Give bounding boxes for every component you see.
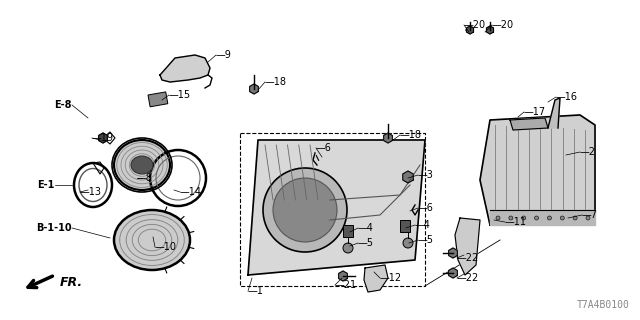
Polygon shape (455, 218, 480, 275)
Ellipse shape (131, 156, 153, 174)
Text: —1: —1 (248, 286, 264, 296)
Circle shape (509, 216, 513, 220)
Circle shape (343, 243, 353, 253)
Polygon shape (250, 84, 259, 94)
Polygon shape (486, 26, 493, 34)
Polygon shape (403, 171, 413, 183)
Text: —9: —9 (216, 50, 232, 60)
Polygon shape (467, 26, 474, 34)
Text: —14: —14 (180, 187, 202, 197)
Circle shape (560, 216, 564, 220)
Circle shape (522, 216, 525, 220)
Text: —3: —3 (418, 170, 434, 180)
Text: —19: —19 (92, 133, 114, 143)
Bar (400, 220, 410, 232)
Bar (240, 133, 425, 286)
Text: T7A4B0100: T7A4B0100 (577, 300, 630, 310)
Polygon shape (548, 98, 560, 128)
Text: —13: —13 (80, 187, 102, 197)
Text: —16: —16 (556, 92, 578, 102)
Polygon shape (480, 115, 595, 225)
Circle shape (273, 178, 337, 242)
Text: —22: —22 (457, 273, 479, 283)
Text: —18: —18 (265, 77, 287, 87)
Circle shape (573, 216, 577, 220)
Polygon shape (449, 248, 458, 258)
Text: E-1: E-1 (38, 180, 55, 190)
Circle shape (547, 216, 552, 220)
Text: —7: —7 (582, 210, 598, 220)
Text: —22: —22 (457, 253, 479, 263)
Text: FR.: FR. (60, 276, 83, 289)
Text: —2: —2 (580, 147, 596, 157)
Polygon shape (364, 265, 388, 292)
Polygon shape (339, 271, 348, 281)
Text: —8: —8 (137, 173, 153, 183)
Circle shape (496, 216, 500, 220)
Bar (343, 225, 353, 237)
Text: —12: —12 (380, 273, 402, 283)
Text: —15: —15 (169, 90, 191, 100)
Text: —20: —20 (464, 20, 486, 30)
Circle shape (586, 216, 590, 220)
Circle shape (263, 168, 347, 252)
Text: —5: —5 (418, 235, 434, 245)
Text: B-1-10: B-1-10 (36, 223, 72, 233)
Circle shape (403, 238, 413, 248)
Circle shape (534, 216, 539, 220)
Polygon shape (383, 133, 392, 143)
Text: —21: —21 (335, 280, 357, 290)
Ellipse shape (114, 140, 170, 190)
Text: —10: —10 (155, 242, 177, 252)
Polygon shape (510, 118, 548, 130)
Polygon shape (99, 133, 108, 143)
Text: —6: —6 (418, 203, 434, 213)
Text: —18: —18 (400, 130, 422, 140)
Polygon shape (490, 210, 595, 225)
Polygon shape (160, 55, 210, 82)
Text: —4: —4 (358, 223, 374, 233)
Text: —4: —4 (415, 220, 431, 230)
Bar (148, 92, 168, 107)
Text: —17: —17 (524, 107, 546, 117)
Polygon shape (248, 140, 425, 275)
Text: —6: —6 (316, 143, 332, 153)
Text: E-8: E-8 (54, 100, 72, 110)
Ellipse shape (114, 210, 190, 270)
Polygon shape (449, 268, 458, 278)
Text: —20: —20 (492, 20, 514, 30)
Text: —5: —5 (358, 238, 374, 248)
Text: —11: —11 (505, 217, 527, 227)
